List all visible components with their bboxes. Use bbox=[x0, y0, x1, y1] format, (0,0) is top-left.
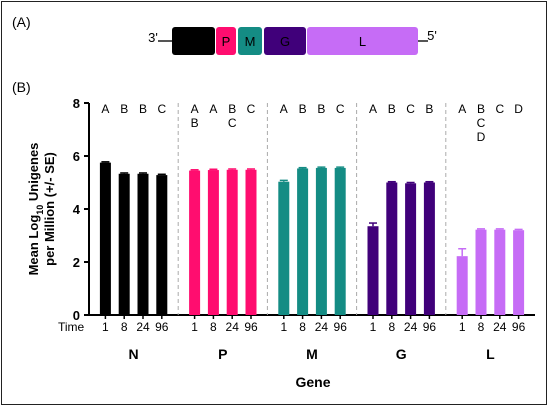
time-tick-label: 8 bbox=[478, 320, 485, 334]
y-axis-label-line2: per Million (+/- SE) bbox=[42, 152, 57, 266]
significance-letter: C bbox=[477, 116, 486, 130]
y-axis-label-line1: Mean Log10 Unigenes bbox=[26, 143, 45, 276]
bar-l-96 bbox=[513, 230, 525, 315]
time-tick-label: 8 bbox=[299, 320, 306, 334]
bar-l-24 bbox=[494, 229, 506, 315]
genome-5-prime-label: 5' bbox=[427, 28, 437, 43]
bar-n-8 bbox=[118, 173, 130, 315]
bar-m-96 bbox=[334, 167, 346, 315]
significance-letter: A bbox=[101, 102, 109, 116]
gene-box-label-m: M bbox=[245, 34, 256, 49]
bar-g-24 bbox=[405, 183, 417, 315]
significance-letter: B bbox=[139, 102, 147, 116]
time-tick-label: 96 bbox=[423, 320, 437, 334]
time-tick-label: 8 bbox=[210, 320, 217, 334]
time-tick-label: 8 bbox=[388, 320, 395, 334]
gene-group-label-p: P bbox=[218, 346, 227, 362]
gene-box-m bbox=[238, 27, 262, 55]
x-axis-label: Gene bbox=[295, 374, 330, 390]
gene-box-p bbox=[216, 27, 236, 55]
significance-letter: D bbox=[477, 130, 486, 144]
significance-letter: B bbox=[228, 102, 236, 116]
significance-letter: C bbox=[406, 102, 415, 116]
significance-letter: B bbox=[120, 102, 128, 116]
bar-l-1 bbox=[456, 256, 468, 315]
bar-l-8 bbox=[475, 229, 487, 315]
significance-letter: B bbox=[317, 102, 325, 116]
gene-box-label-n: N bbox=[189, 34, 198, 49]
significance-letter: B bbox=[388, 102, 396, 116]
time-tick-label: 24 bbox=[226, 320, 240, 334]
genome-3-prime-label: 3' bbox=[148, 30, 158, 45]
time-tick-label: 1 bbox=[459, 320, 466, 334]
y-tick-label: 0 bbox=[73, 308, 80, 323]
time-tick-label: 1 bbox=[102, 320, 109, 334]
significance-letter: C bbox=[247, 102, 256, 116]
significance-letter: C bbox=[157, 102, 166, 116]
gene-box-label-l: L bbox=[359, 34, 366, 49]
time-tick-label: 24 bbox=[493, 320, 507, 334]
significance-letter: A bbox=[458, 102, 466, 116]
bar-p-8 bbox=[207, 170, 219, 315]
bar-n-96 bbox=[156, 175, 168, 315]
bar-m-1 bbox=[278, 181, 290, 315]
bar-g-1 bbox=[367, 226, 379, 315]
significance-letter: D bbox=[514, 102, 523, 116]
significance-letter: A bbox=[209, 102, 217, 116]
significance-letter: B bbox=[425, 102, 433, 116]
bar-g-96 bbox=[423, 182, 435, 315]
bar-m-8 bbox=[297, 168, 309, 315]
time-tick-label: 24 bbox=[315, 320, 329, 334]
time-axis-label: Time bbox=[58, 320, 85, 334]
time-tick-label: 1 bbox=[191, 320, 198, 334]
panel-a-label: (A) bbox=[12, 14, 31, 30]
gene-group-label-g: G bbox=[396, 346, 407, 362]
time-tick-label: 8 bbox=[121, 320, 128, 334]
gene-box-g bbox=[264, 27, 306, 55]
time-tick-label: 1 bbox=[280, 320, 287, 334]
significance-letter: A bbox=[191, 102, 199, 116]
time-tick-label: 24 bbox=[136, 320, 150, 334]
gene-group-label-l: L bbox=[486, 346, 495, 362]
bar-m-24 bbox=[315, 167, 327, 315]
significance-letter: B bbox=[477, 102, 485, 116]
time-tick-label: 96 bbox=[334, 320, 348, 334]
time-tick-label: 96 bbox=[244, 320, 258, 334]
significance-letter: C bbox=[228, 116, 237, 130]
bar-g-8 bbox=[386, 182, 398, 315]
y-tick-label: 6 bbox=[73, 149, 80, 164]
y-tick-label: 2 bbox=[73, 255, 80, 270]
bar-n-1 bbox=[99, 162, 111, 315]
bar-p-1 bbox=[189, 170, 201, 315]
gene-group-label-n: N bbox=[129, 346, 139, 362]
gene-box-l bbox=[307, 27, 418, 55]
gene-box-n bbox=[172, 27, 215, 55]
time-tick-label: 24 bbox=[404, 320, 418, 334]
significance-letter: C bbox=[495, 102, 504, 116]
significance-letter: C bbox=[336, 102, 345, 116]
panel-b-label: (B) bbox=[12, 79, 31, 95]
time-tick-label: 96 bbox=[512, 320, 526, 334]
bar-p-96 bbox=[245, 169, 257, 315]
significance-letter: A bbox=[369, 102, 377, 116]
gene-box-label-g: G bbox=[280, 34, 290, 49]
bar-p-24 bbox=[226, 169, 238, 315]
significance-letter: A bbox=[280, 102, 288, 116]
significance-letter: B bbox=[299, 102, 307, 116]
significance-letter: B bbox=[191, 116, 199, 130]
time-tick-label: 1 bbox=[370, 320, 377, 334]
bar-n-24 bbox=[137, 173, 149, 315]
time-tick-label: 96 bbox=[155, 320, 169, 334]
y-tick-label: 4 bbox=[73, 202, 81, 217]
y-tick-label: 8 bbox=[73, 96, 80, 111]
gene-group-label-m: M bbox=[306, 346, 318, 362]
gene-box-label-p: P bbox=[222, 34, 231, 49]
